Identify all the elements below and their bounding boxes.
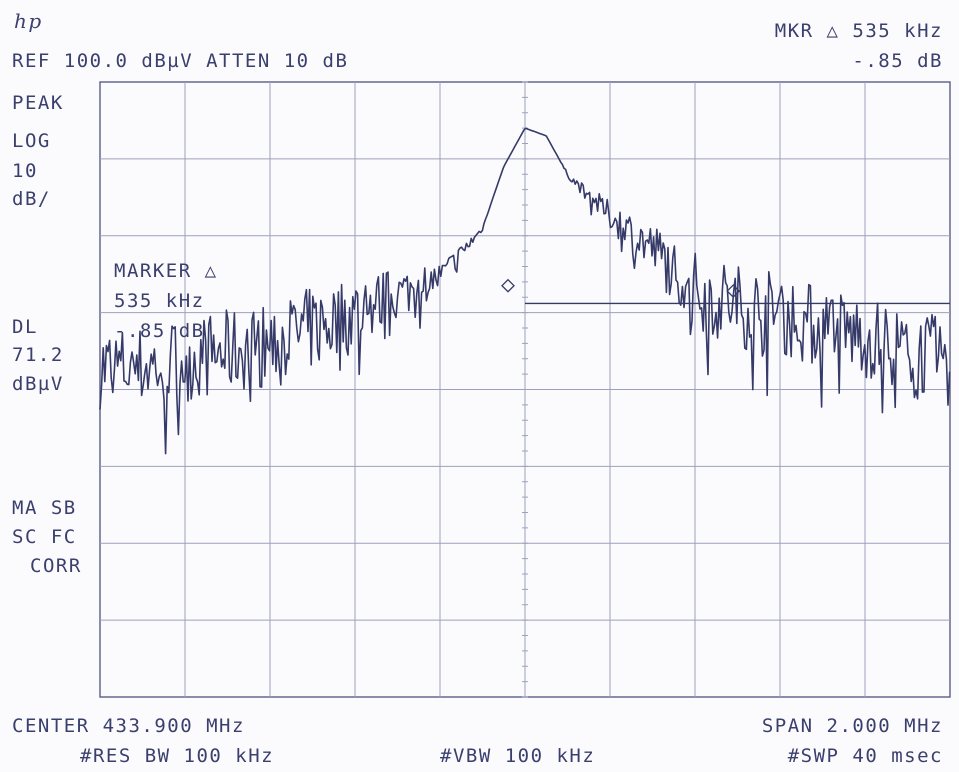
sweep-time: #SWP 40 msec [787, 745, 943, 767]
ref-level: REF 100.0 dBµV ATTEN 10 dB [12, 50, 349, 72]
detector-label: PEAK [12, 92, 64, 114]
marker-annotation-amp: -.85 dB [114, 320, 205, 342]
status-flags-1: MA SB [12, 497, 77, 519]
resolution-bandwidth: #RES BW 100 kHz [80, 745, 275, 767]
marker-delta-freq: MKR △ 535 kHz [774, 20, 943, 42]
marker-symbols [501, 278, 741, 299]
marker-diamond-icon [726, 284, 741, 299]
marker-annotation-freq: 535 kHz [114, 290, 205, 312]
status-flags-2: SC FC [12, 526, 77, 548]
spectrum-trace [99, 127, 951, 455]
hp-logo: hp [14, 9, 43, 33]
scale-unit: dB/ [12, 188, 51, 210]
scale-value: 10 [12, 160, 38, 182]
center-frequency: CENTER 433.900 MHz [12, 715, 245, 737]
dl-value: 71.2 [12, 344, 64, 366]
dl-unit: dBµV [12, 373, 64, 395]
video-bandwidth: #VBW 100 kHz [440, 745, 596, 767]
marker-delta-amp: -.85 dB [852, 50, 943, 72]
status-flags-3: CORR [30, 555, 82, 577]
marker-diamond-icon [501, 278, 515, 293]
graticule [99, 81, 951, 698]
marker-annotation-title: MARKER △ [114, 260, 218, 282]
scale-type: LOG [12, 130, 51, 152]
dl-label: DL [12, 316, 38, 338]
span: SPAN 2.000 MHz [761, 715, 943, 737]
